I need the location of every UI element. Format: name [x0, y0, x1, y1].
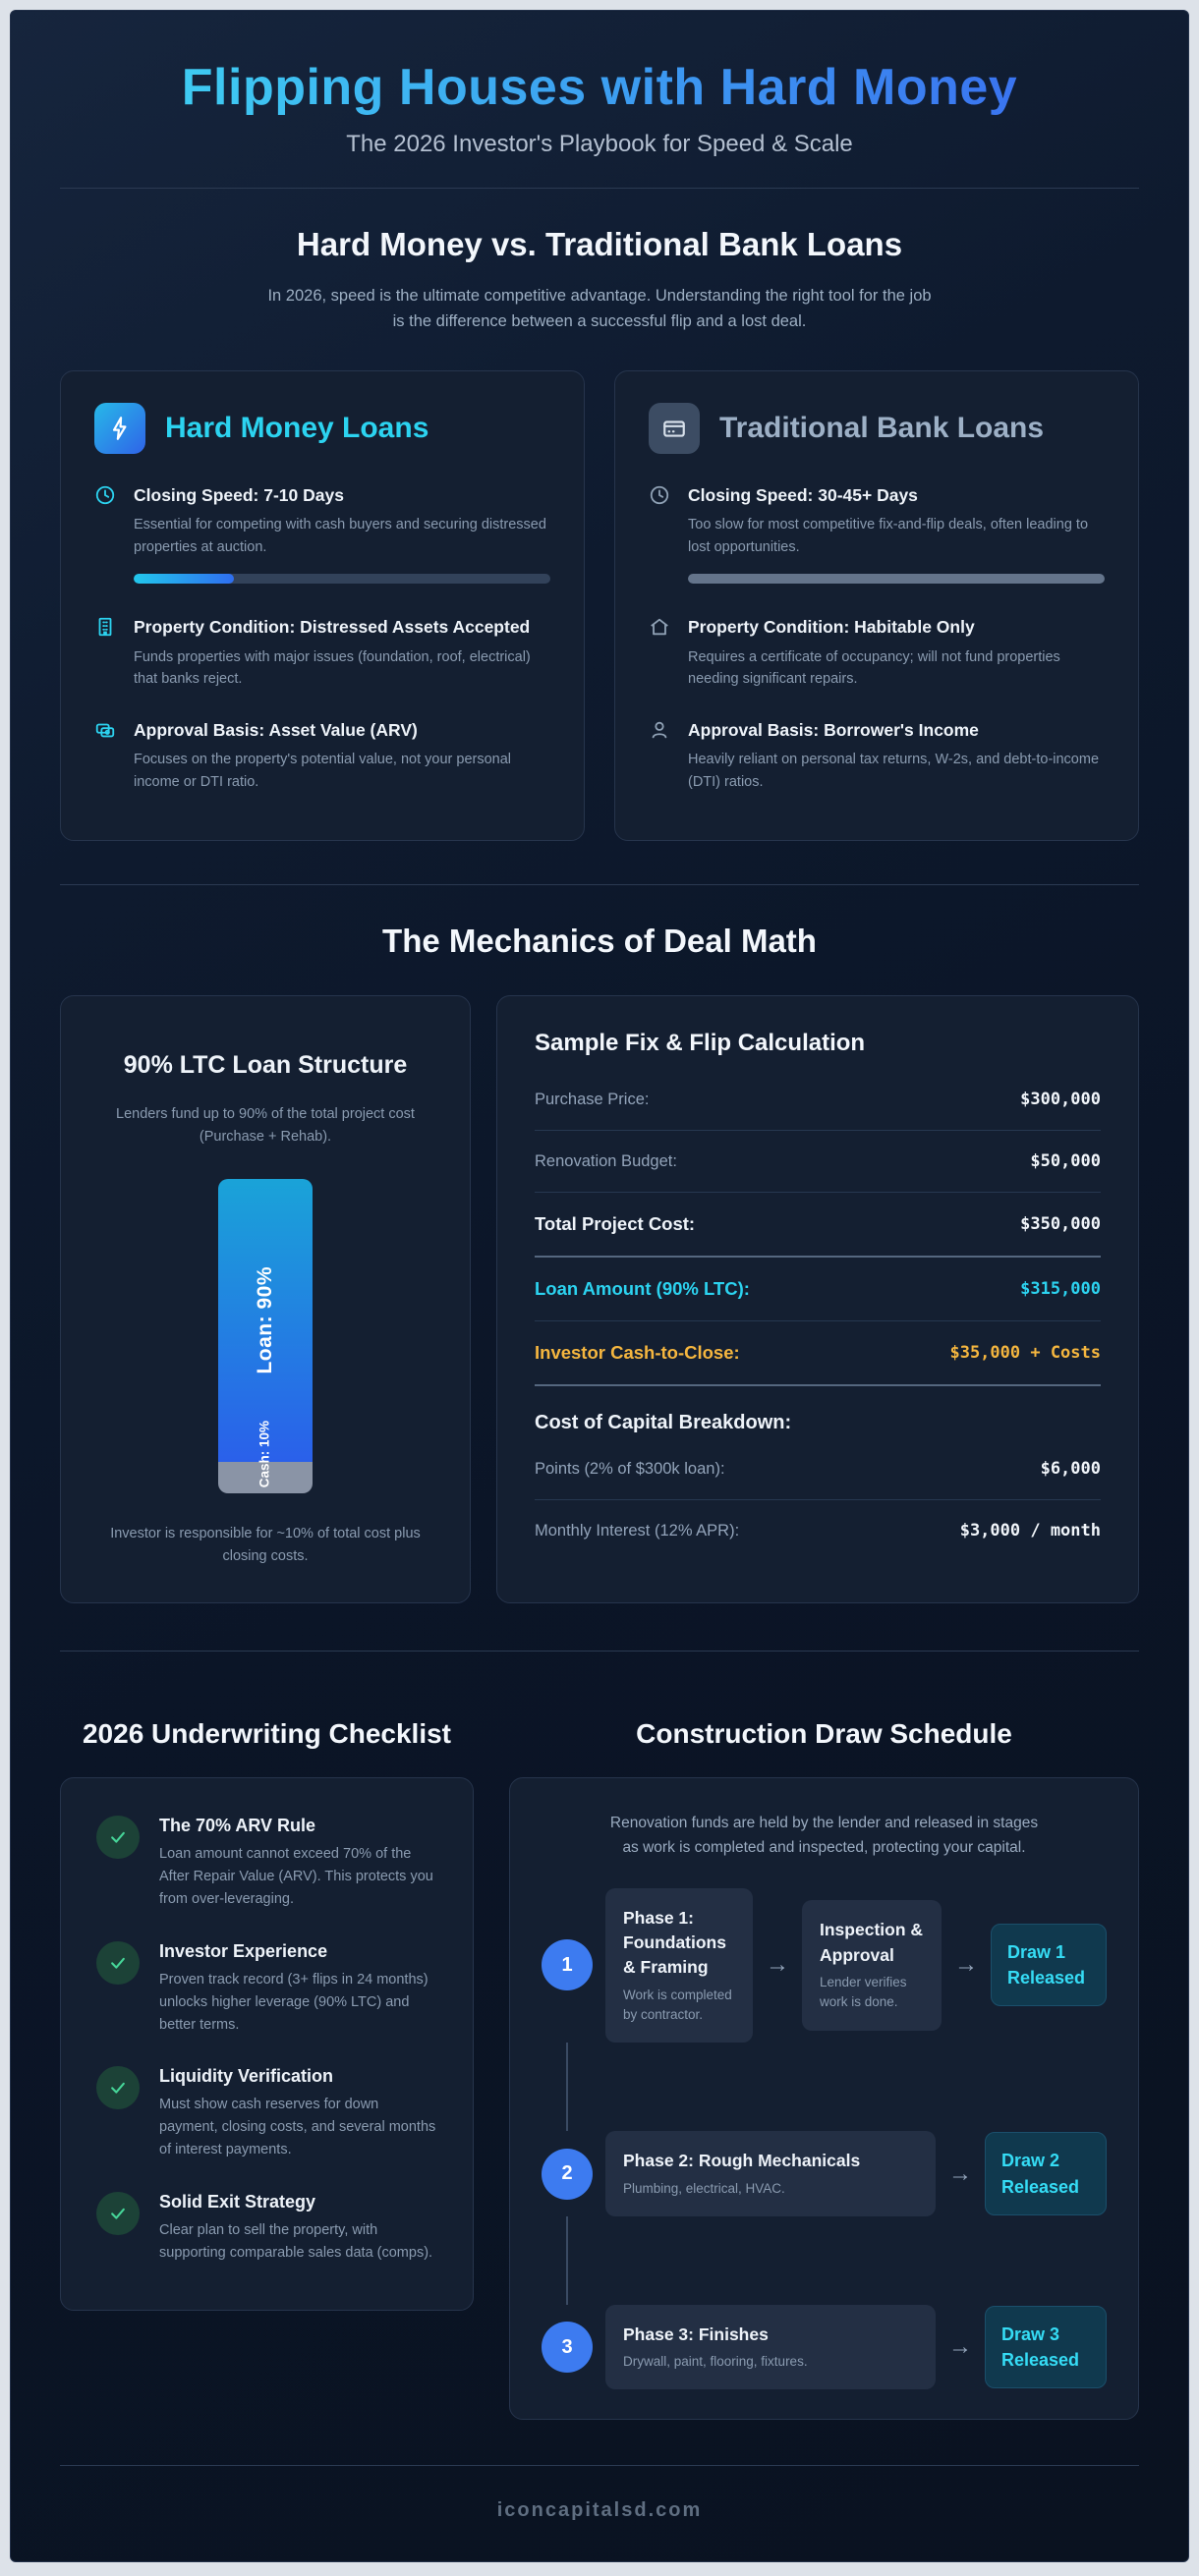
calculation-title: Sample Fix & Flip Calculation — [535, 1030, 866, 1057]
ltc-desc: Lenders fund up to 90% of the total proj… — [116, 1106, 415, 1145]
ltc-structure-card: 90% LTC Loan Structure Lenders fund up t… — [60, 995, 471, 1603]
feature-desc: Funds properties with major issues (foun… — [134, 648, 531, 688]
checklist-item: Liquidity Verification Must show cash re… — [96, 2066, 437, 2162]
draw-step-1: 1 Phase 1: Foundations & Framing Work is… — [542, 1887, 1107, 2044]
traditional-bank-card: Traditional Bank Loans Closing Speed: 30… — [614, 369, 1139, 842]
clock-icon — [649, 484, 672, 588]
feature-title: Approval Basis: Asset Value (ARV) — [134, 719, 418, 740]
credit-card-icon — [649, 402, 700, 454]
inspection-box: Inspection & Approval Lender verifies wo… — [802, 1900, 942, 2031]
check-icon — [96, 1815, 140, 1859]
feature-title: Closing Speed: 7-10 Days — [134, 484, 344, 505]
phase-box: Phase 2: Rough Mechanicals Plumbing, ele… — [605, 2131, 936, 2216]
check-icon — [96, 2191, 140, 2235]
speed-progress-bar — [134, 574, 550, 585]
ltc-caption: Investor is responsible for ~10% of tota… — [110, 1526, 421, 1564]
page-title: Flipping Houses with Hard Money — [60, 58, 1139, 117]
feature-desc: Heavily reliant on personal tax returns,… — [688, 752, 1100, 790]
step-connector-line — [566, 2215, 1107, 2305]
feature-approval-basis: Approval Basis: Borrower's Income Heavil… — [649, 718, 1105, 793]
arrow-right-icon: → — [948, 2159, 972, 2187]
bottom-grid: 2026 Underwriting Checklist The 70% ARV … — [60, 1679, 1139, 2421]
draw-released-badge: Draw 1 Released — [991, 1924, 1107, 2007]
hard-money-title: Hard Money Loans — [165, 411, 429, 444]
arrow-right-icon: → — [766, 1951, 789, 1979]
phase-box: Phase 3: Finishes Drywall, paint, floori… — [605, 2304, 936, 2390]
feature-closing-speed: Closing Speed: 30-45+ Days Too slow for … — [649, 483, 1105, 588]
checklist-heading: 2026 Underwriting Checklist — [82, 1717, 451, 1749]
loan-bar-segment: Loan: 90% — [218, 1179, 313, 1463]
feature-desc: Essential for competing with cash buyers… — [134, 517, 546, 555]
checklist-card: The 70% ARV Rule Loan amount cannot exce… — [60, 1776, 474, 2312]
divider — [60, 884, 1139, 886]
comparison-heading: Hard Money vs. Traditional Bank Loans — [296, 226, 903, 262]
draw-schedule-column: Construction Draw Schedule Renovation fu… — [509, 1679, 1139, 2421]
checklist-item: Solid Exit Strategy Clear plan to sell t… — [96, 2191, 437, 2265]
ltc-title: 90% LTC Loan Structure — [123, 1051, 408, 1080]
clock-icon — [94, 484, 118, 588]
comparison-intro: In 2026, speed is the ultimate competiti… — [267, 287, 932, 331]
feature-title: Approval Basis: Borrower's Income — [688, 719, 979, 740]
calc-row-total-cost: Total Project Cost: $350,000 — [535, 1193, 1101, 1259]
divider — [60, 1650, 1139, 1652]
checklist-item: The 70% ARV Rule Loan amount cannot exce… — [96, 1815, 437, 1912]
divider — [60, 2465, 1139, 2467]
deal-math-heading: The Mechanics of Deal Math — [382, 923, 817, 960]
loan-bar-label: Loan: 90% — [254, 1266, 276, 1374]
cash-bar-label: Cash: 10% — [257, 1420, 272, 1488]
feature-title: Closing Speed: 30-45+ Days — [688, 484, 918, 505]
checklist-column: 2026 Underwriting Checklist The 70% ARV … — [60, 1679, 474, 2420]
draw-released-badge: Draw 3 Released — [985, 2306, 1107, 2389]
building-icon — [94, 616, 118, 690]
ltc-stacked-bar: Loan: 90% Cash: 10% — [218, 1179, 313, 1494]
step-number-badge: 2 — [542, 2148, 593, 2200]
step-number-badge: 1 — [542, 1939, 593, 1991]
feature-title: Property Condition: Distressed Assets Ac… — [134, 617, 531, 638]
draw-schedule-heading: Construction Draw Schedule — [636, 1717, 1012, 1749]
feature-closing-speed: Closing Speed: 7-10 Days Essential for c… — [94, 483, 550, 588]
traditional-bank-title: Traditional Bank Loans — [719, 411, 1045, 444]
feature-property-condition: Property Condition: Distressed Assets Ac… — [94, 615, 550, 690]
arrow-right-icon: → — [948, 2333, 972, 2361]
lightning-bolt-icon — [94, 402, 145, 454]
feature-title: Property Condition: Habitable Only — [688, 617, 975, 638]
step-number-badge: 3 — [542, 2322, 593, 2374]
feature-property-condition: Property Condition: Habitable Only Requi… — [649, 615, 1105, 690]
calc-row-breakdown-heading: Cost of Capital Breakdown: — [535, 1412, 792, 1434]
calc-row-loan-amount: Loan Amount (90% LTC): $315,000 — [535, 1258, 1101, 1322]
calc-row-monthly-interest: Monthly Interest (12% APR): $3,000 / mon… — [535, 1521, 1101, 1541]
calculation-card: Sample Fix & Flip Calculation Purchase P… — [496, 995, 1139, 1603]
feature-desc: Requires a certificate of occupancy; wil… — [688, 648, 1060, 688]
draw-step-3: 3 Phase 3: Finishes Drywall, paint, floo… — [542, 2304, 1107, 2390]
calc-row-purchase-price: Purchase Price: $300,000 — [535, 1069, 1101, 1132]
draw-schedule-intro: Renovation funds are held by the lender … — [609, 1814, 1039, 1856]
feature-desc: Too slow for most competitive fix-and-fl… — [688, 517, 1089, 555]
feature-desc: Focuses on the property's potential valu… — [134, 752, 512, 790]
checklist-item: Investor Experience Proven track record … — [96, 1940, 437, 2038]
phase-box: Phase 1: Foundations & Framing Work is c… — [605, 1887, 753, 2044]
check-icon — [96, 2066, 140, 2110]
step-connector-line — [566, 2043, 1107, 2132]
comparison-grid: Hard Money Loans Closing Speed: 7-10 Day… — [60, 369, 1139, 842]
calc-row-cash-to-close: Investor Cash-to-Close: $35,000 + Costs — [535, 1321, 1101, 1387]
hard-money-card: Hard Money Loans Closing Speed: 7-10 Day… — [60, 369, 585, 842]
arrow-right-icon: → — [954, 1951, 978, 1979]
draw-step-2: 2 Phase 2: Rough Mechanicals Plumbing, e… — [542, 2131, 1107, 2216]
person-icon — [649, 719, 672, 793]
banknotes-icon — [94, 719, 118, 793]
draw-released-badge: Draw 2 Released — [985, 2132, 1107, 2215]
calc-row-points: Points (2% of $300k loan): $6,000 — [535, 1438, 1101, 1501]
infographic-page: Flipping Houses with Hard Money The 2026… — [10, 10, 1189, 2563]
home-icon — [649, 616, 672, 690]
draw-schedule-card: Renovation funds are held by the lender … — [509, 1776, 1139, 2421]
footer-domain: iconcapitalsd.com — [496, 2499, 703, 2522]
check-icon — [96, 1940, 140, 1985]
divider — [60, 188, 1139, 189]
feature-approval-basis: Approval Basis: Asset Value (ARV) Focuse… — [94, 718, 550, 793]
speed-progress-bar — [688, 574, 1105, 585]
page-subtitle: The 2026 Investor's Playbook for Speed &… — [346, 131, 853, 157]
cash-bar-segment: Cash: 10% — [218, 1421, 313, 1494]
calc-row-renovation-budget: Renovation Budget: $50,000 — [535, 1131, 1101, 1194]
deal-math-grid: 90% LTC Loan Structure Lenders fund up t… — [60, 995, 1139, 1603]
